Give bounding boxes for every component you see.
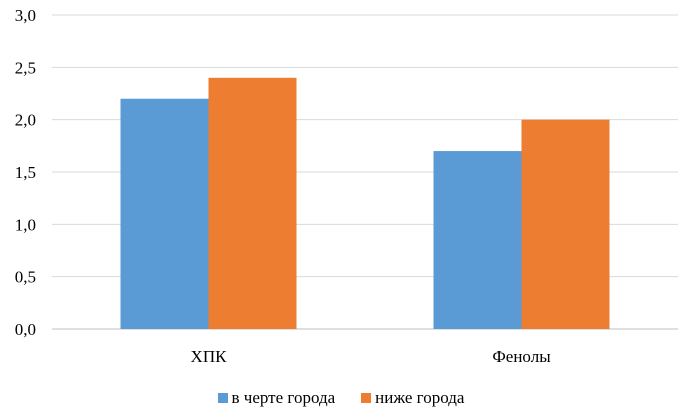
y-tick-label: 2,5	[15, 58, 36, 77]
legend-item-series-1: в черте города	[217, 388, 336, 408]
bar	[433, 151, 522, 329]
y-axis-tick-labels: 0,0 0,5 1,0 1,5 2,0 2,5 3,0	[15, 6, 36, 339]
x-axis-category-labels: ХПК Фенолы	[191, 347, 552, 366]
x-category-label: ХПК	[191, 347, 228, 366]
y-tick-label: 1,5	[15, 163, 36, 182]
y-tick-label: 2,0	[15, 111, 36, 130]
bar	[208, 77, 297, 329]
bar	[521, 119, 610, 330]
legend-label-series-1: в черте города	[231, 388, 336, 407]
legend: в черте города ниже города	[0, 386, 682, 410]
legend-swatch-series-1	[217, 393, 228, 403]
legend-item-series-2: ниже города	[361, 388, 464, 408]
legend-label-series-2: ниже города	[375, 388, 465, 407]
y-tick-label: 3,0	[15, 6, 36, 25]
y-tick-label: 0,5	[15, 268, 36, 287]
y-tick-label: 0,0	[15, 320, 36, 339]
x-category-label: Фенолы	[492, 347, 551, 366]
bar	[120, 98, 209, 329]
legend-swatch-series-2	[361, 393, 372, 403]
bar-chart: 0,0 0,5 1,0 1,5 2,0 2,5 3,0 ХПК Фенолы	[15, 6, 678, 366]
bars	[120, 77, 610, 330]
y-tick-label: 1,0	[15, 215, 36, 234]
